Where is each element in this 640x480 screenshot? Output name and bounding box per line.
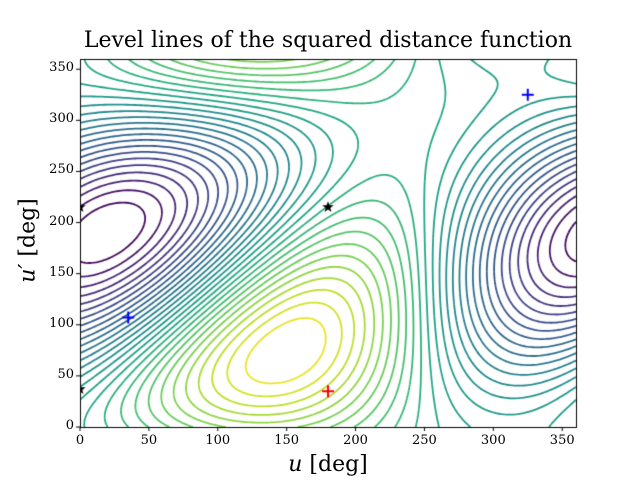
x-tick-label: 100 xyxy=(205,433,231,448)
y-tick-label: 250 xyxy=(49,162,74,178)
x-axis-unit: [deg] xyxy=(302,452,368,477)
x-tick-label: 200 xyxy=(343,433,368,448)
x-tick-label: 50 xyxy=(140,433,158,448)
y-axis-unit: [deg] xyxy=(15,198,41,264)
y-tick-label: 200 xyxy=(49,213,74,229)
y-tick-label: 50 xyxy=(57,366,74,382)
y-tick-label: 100 xyxy=(49,315,74,331)
y-tick-label: 350 xyxy=(49,60,74,76)
x-axis-label: u [deg] xyxy=(80,452,576,477)
x-tick-label: 250 xyxy=(412,433,437,448)
y-tick-label: 0 xyxy=(65,418,74,433)
x-tick-label: 300 xyxy=(480,433,506,448)
x-tick-label: 0 xyxy=(75,433,85,448)
x-tick-label: 150 xyxy=(274,433,300,448)
y-tick-label: 150 xyxy=(49,264,74,280)
y-tick-label: 300 xyxy=(49,111,74,127)
y-axis-variable: u′ xyxy=(15,263,41,283)
chart-title: Level lines of the squared distance func… xyxy=(83,28,573,53)
x-tick-label: 350 xyxy=(549,433,575,448)
y-axis-label: u′ [deg] xyxy=(16,151,41,331)
x-axis-variable: u xyxy=(288,452,303,477)
